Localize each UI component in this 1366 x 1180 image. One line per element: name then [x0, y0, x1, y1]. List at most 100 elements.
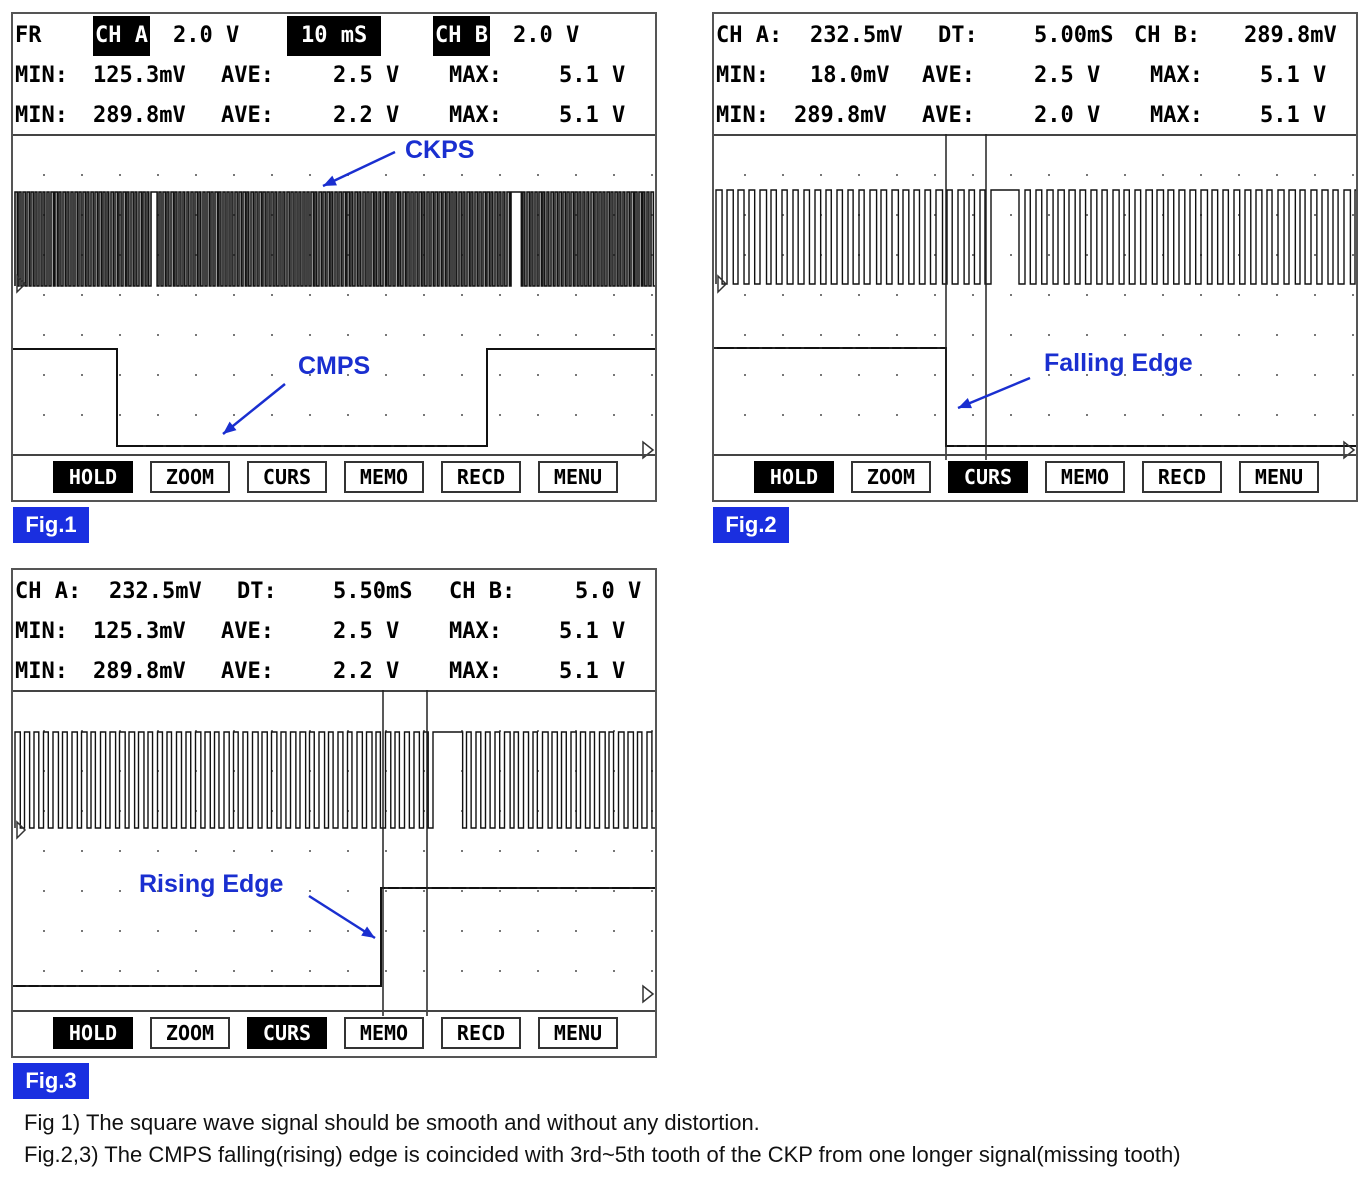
hold-button[interactable]: HOLD	[754, 461, 834, 493]
figure-tag-1: Fig.1	[13, 507, 89, 543]
channel-marker	[643, 986, 653, 1002]
zoom-button[interactable]: ZOOM	[150, 1017, 230, 1049]
max-label: MAX:	[449, 652, 502, 692]
memo-button[interactable]: MEMO	[344, 461, 424, 493]
annotation-arrowhead	[958, 398, 972, 408]
memo-button[interactable]: MEMO	[1045, 461, 1125, 493]
max-label: MAX:	[449, 96, 502, 136]
ckps-trace	[15, 732, 655, 828]
recd-button[interactable]: RECD	[441, 1017, 521, 1049]
min-label: MIN:	[716, 96, 769, 136]
waveform-canvas	[13, 690, 655, 1016]
scope-screen-fig1: FR CH A 2.0 V 10 mS CH B 2.0 V MIN: 125.…	[11, 12, 657, 502]
curs-button[interactable]: CURS	[948, 461, 1028, 493]
menu-button[interactable]: MENU	[538, 1017, 618, 1049]
max-value: 5.1 V	[1260, 56, 1326, 96]
max-label: MAX:	[1150, 56, 1203, 96]
memo-button[interactable]: MEMO	[344, 1017, 424, 1049]
channel-marker	[17, 822, 25, 838]
channel-b-label: CH B:	[1134, 16, 1200, 56]
ave-value: 2.5 V	[1034, 56, 1100, 96]
min-value: 289.8mV	[93, 96, 186, 136]
max-value: 5.1 V	[559, 96, 625, 136]
channel-a-value: 232.5mV	[109, 572, 202, 612]
max-value: 5.1 V	[1260, 96, 1326, 136]
cmps-label: CMPS	[298, 352, 370, 381]
scope-header: CH A: 232.5mV DT: 5.00mS CH B: 289.8mV M…	[714, 14, 1356, 136]
hold-button[interactable]: HOLD	[53, 1017, 133, 1049]
ave-label: AVE:	[922, 96, 975, 136]
recd-button[interactable]: RECD	[1142, 461, 1222, 493]
menu-button[interactable]: MENU	[538, 461, 618, 493]
max-label: MAX:	[1150, 96, 1203, 136]
min-label: MIN:	[15, 652, 68, 692]
caption-note-2: Fig.2,3) The CMPS falling(rising) edge i…	[24, 1142, 1181, 1168]
max-label: MAX:	[449, 56, 502, 96]
cmps-trace	[714, 348, 1356, 446]
min-value: 289.8mV	[794, 96, 887, 136]
channel-b-value: 5.0 V	[575, 572, 641, 612]
curs-button[interactable]: CURS	[247, 1017, 327, 1049]
ave-label: AVE:	[221, 96, 274, 136]
min-label: MIN:	[15, 612, 68, 652]
channel-a-scale: 2.0 V	[173, 16, 239, 56]
min-value: 18.0mV	[810, 56, 889, 96]
timebase-label[interactable]: 10 mS	[287, 16, 381, 56]
annotation-arrowhead	[361, 926, 375, 938]
scope-header: CH A: 232.5mV DT: 5.50mS CH B: 5.0 V MIN…	[13, 570, 655, 692]
min-value: 125.3mV	[93, 56, 186, 96]
max-value: 5.1 V	[559, 652, 625, 692]
channel-b-label[interactable]: CH B	[433, 16, 490, 56]
ckps-trace	[15, 192, 655, 286]
figure-tag-2: Fig.2	[713, 507, 789, 543]
dt-label: DT:	[938, 16, 978, 56]
figure-tag-3: Fig.3	[13, 1063, 89, 1099]
softkey-bar: HOLD ZOOM CURS MEMO RECD MENU	[714, 454, 1356, 500]
ave-value: 2.2 V	[333, 96, 399, 136]
min-label: MIN:	[15, 96, 68, 136]
waveform-plot: Rising Edge	[13, 690, 655, 1016]
ave-value: 2.5 V	[333, 612, 399, 652]
ckps-label: CKPS	[405, 136, 474, 165]
waveform-plot: Falling Edge	[714, 134, 1356, 460]
frame-label: FR	[15, 16, 42, 56]
ave-label: AVE:	[221, 652, 274, 692]
softkey-bar: HOLD ZOOM CURS MEMO RECD MENU	[13, 454, 655, 500]
recd-button[interactable]: RECD	[441, 461, 521, 493]
channel-a-label: CH A:	[15, 572, 81, 612]
rising-edge-label: Rising Edge	[139, 870, 283, 899]
max-value: 5.1 V	[559, 612, 625, 652]
min-value: 125.3mV	[93, 612, 186, 652]
hold-button[interactable]: HOLD	[53, 461, 133, 493]
channel-b-value: 289.8mV	[1244, 16, 1337, 56]
zoom-button[interactable]: ZOOM	[150, 461, 230, 493]
dt-value: 5.50mS	[333, 572, 412, 612]
menu-button[interactable]: MENU	[1239, 461, 1319, 493]
curs-button[interactable]: CURS	[247, 461, 327, 493]
dt-label: DT:	[237, 572, 277, 612]
dt-value: 5.00mS	[1034, 16, 1113, 56]
caption-note-1: Fig 1) The square wave signal should be …	[24, 1110, 760, 1136]
ave-value: 2.0 V	[1034, 96, 1100, 136]
waveform-plot: CKPS CMPS	[13, 134, 655, 460]
ave-label: AVE:	[221, 56, 274, 96]
waveform-canvas	[714, 134, 1356, 460]
min-label: MIN:	[716, 56, 769, 96]
ckps-trace	[716, 190, 1356, 284]
min-label: MIN:	[15, 56, 68, 96]
waveform-canvas	[13, 134, 655, 460]
scope-screen-fig3: CH A: 232.5mV DT: 5.50mS CH B: 5.0 V MIN…	[11, 568, 657, 1058]
channel-a-label[interactable]: CH A	[93, 16, 150, 56]
max-label: MAX:	[449, 612, 502, 652]
zoom-button[interactable]: ZOOM	[851, 461, 931, 493]
ave-value: 2.2 V	[333, 652, 399, 692]
channel-a-value: 232.5mV	[810, 16, 903, 56]
channel-b-scale: 2.0 V	[513, 16, 579, 56]
channel-b-label: CH B:	[449, 572, 515, 612]
scope-screen-fig2: CH A: 232.5mV DT: 5.00mS CH B: 289.8mV M…	[712, 12, 1358, 502]
cmps-trace	[13, 888, 655, 986]
ave-value: 2.5 V	[333, 56, 399, 96]
ave-label: AVE:	[922, 56, 975, 96]
min-value: 289.8mV	[93, 652, 186, 692]
scope-header: FR CH A 2.0 V 10 mS CH B 2.0 V MIN: 125.…	[13, 14, 655, 136]
